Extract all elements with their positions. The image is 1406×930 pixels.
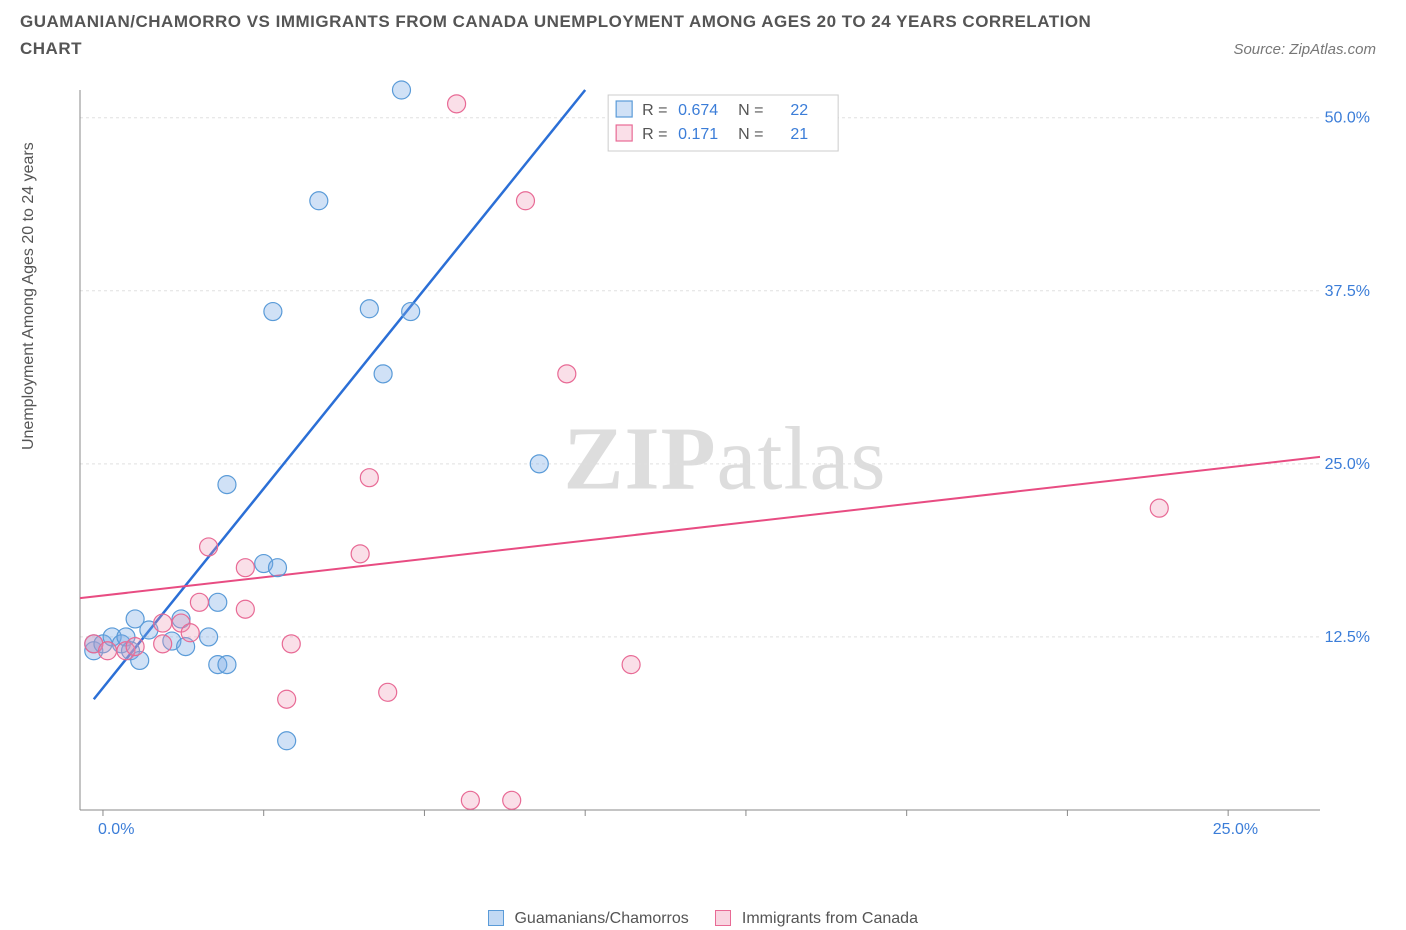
data-point <box>1150 499 1168 517</box>
y-tick-label: 50.0% <box>1325 110 1370 127</box>
data-point <box>516 192 534 210</box>
chart-title: GUAMANIAN/CHAMORRO VS IMMIGRANTS FROM CA… <box>20 8 1120 62</box>
data-point <box>264 303 282 321</box>
y-tick-label: 12.5% <box>1325 629 1370 646</box>
scatter-plot: 12.5% 25.0% 37.5% 50.0% 0.0% 25.0% R = 0.674 N =… <box>70 80 1380 870</box>
legend-label-blue: Guamanians/Chamorros <box>514 910 688 927</box>
data-point <box>351 545 369 563</box>
trend-line <box>94 90 585 699</box>
data-point <box>379 683 397 701</box>
data-point <box>282 635 300 653</box>
source-attribution: Source: ZipAtlas.com <box>1233 41 1386 62</box>
data-point <box>268 559 286 577</box>
x-tick-label-first: 0.0% <box>98 821 134 838</box>
legend-label-pink: Immigrants from Canada <box>742 910 918 927</box>
legend-n-value: 21 <box>790 126 808 143</box>
chart-area: ZIPatlas 12.5%25.0%37.5%50.0%0.0%25.0%R … <box>70 80 1380 870</box>
data-point <box>200 538 218 556</box>
data-point <box>360 300 378 318</box>
trend-line <box>80 457 1320 598</box>
data-point <box>622 656 640 674</box>
data-point <box>126 638 144 656</box>
data-point <box>218 476 236 494</box>
data-point <box>503 791 521 809</box>
legend-swatch <box>616 125 632 141</box>
x-tick-label-last: 25.0% <box>1213 821 1258 838</box>
data-point <box>530 455 548 473</box>
y-axis-label: Unemployment Among Ages 20 to 24 years <box>20 142 38 450</box>
legend-r-label: R = <box>642 126 667 143</box>
data-point <box>278 732 296 750</box>
data-point <box>360 469 378 487</box>
data-point <box>448 95 466 113</box>
data-point <box>374 365 392 383</box>
data-point <box>278 690 296 708</box>
legend-r-value: 0.171 <box>678 126 718 143</box>
legend-swatch <box>616 101 632 117</box>
legend-r-label: R = <box>642 102 667 119</box>
bottom-legend: Guamanians/Chamorros Immigrants from Can… <box>0 910 1406 928</box>
data-point <box>461 791 479 809</box>
data-point <box>236 600 254 618</box>
data-point <box>154 614 172 632</box>
y-tick-label: 25.0% <box>1325 456 1370 473</box>
legend-swatch-pink <box>715 910 731 926</box>
data-point <box>99 642 117 660</box>
data-point <box>218 656 236 674</box>
legend-n-label: N = <box>738 102 763 119</box>
legend-n-label: N = <box>738 126 763 143</box>
data-point <box>190 593 208 611</box>
data-point <box>154 635 172 653</box>
legend-swatch-blue <box>488 910 504 926</box>
data-point <box>181 624 199 642</box>
legend-r-value: 0.674 <box>678 102 718 119</box>
data-point <box>310 192 328 210</box>
data-point <box>209 593 227 611</box>
legend-n-value: 22 <box>790 102 808 119</box>
data-point <box>558 365 576 383</box>
data-point <box>402 303 420 321</box>
data-point <box>200 628 218 646</box>
data-point <box>392 81 410 99</box>
data-point <box>236 559 254 577</box>
y-tick-label: 37.5% <box>1325 283 1370 300</box>
